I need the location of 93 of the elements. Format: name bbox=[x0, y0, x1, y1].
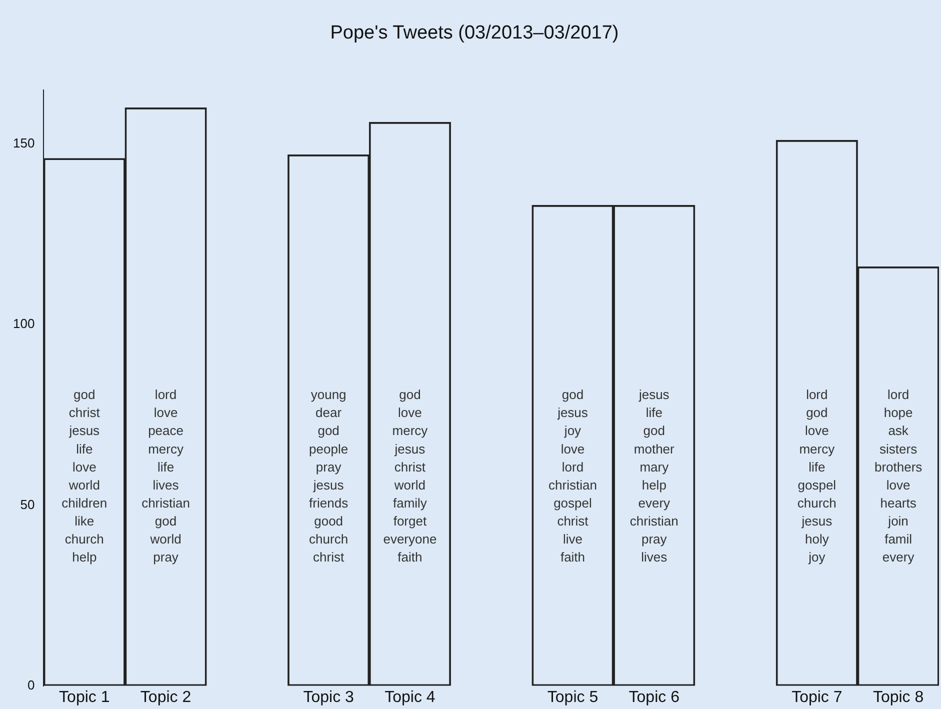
annotation: mary bbox=[640, 459, 670, 474]
annotation: jesus bbox=[394, 441, 426, 456]
annotation: love bbox=[72, 459, 96, 474]
annotation: church bbox=[309, 532, 348, 547]
annotation: help bbox=[72, 550, 97, 565]
annotation: christian bbox=[548, 477, 597, 492]
annotation: good bbox=[314, 514, 344, 529]
annotation: lives bbox=[152, 477, 180, 492]
annotation: famil bbox=[884, 532, 912, 547]
annotation: sisters bbox=[880, 441, 918, 456]
annotation: jesus bbox=[638, 387, 670, 402]
annotation: god bbox=[643, 423, 665, 438]
annotation: love bbox=[398, 405, 422, 420]
annotation: world bbox=[393, 477, 426, 492]
annotation: god bbox=[806, 405, 828, 420]
annotation: forget bbox=[393, 514, 427, 529]
y-tick-label: 0 bbox=[27, 677, 35, 692]
annotation: pray bbox=[641, 532, 668, 547]
annotation: jesus bbox=[312, 477, 344, 492]
annotation: young bbox=[310, 387, 346, 402]
annotation: live bbox=[562, 532, 582, 547]
annotation: everyone bbox=[383, 532, 437, 547]
annotation: god bbox=[399, 387, 421, 402]
annotation: gospel bbox=[554, 495, 592, 510]
annotation: love bbox=[560, 441, 585, 456]
annotation: love bbox=[154, 405, 178, 420]
annotation: pray bbox=[153, 550, 179, 565]
annotation: join bbox=[887, 514, 908, 529]
x-tick-label: Topic 6 bbox=[628, 688, 680, 706]
annotation: christian bbox=[142, 495, 190, 510]
annotation: gospel bbox=[798, 477, 836, 492]
annotation: help bbox=[642, 477, 666, 492]
annotation: world bbox=[149, 532, 182, 547]
annotation: christian bbox=[630, 514, 678, 529]
annotation: life bbox=[646, 405, 662, 420]
annotation: church bbox=[64, 532, 104, 547]
annotation: dear bbox=[316, 405, 342, 420]
annotation: mercy bbox=[392, 423, 428, 438]
annotation: life bbox=[808, 459, 826, 474]
annotation: every bbox=[882, 550, 915, 565]
annotation: peace bbox=[148, 423, 184, 438]
annotation: every bbox=[638, 495, 671, 510]
y-tick-label: 150 bbox=[12, 136, 35, 151]
annotation: jesus bbox=[800, 514, 833, 529]
annotation: jesus bbox=[68, 423, 100, 438]
x-tick-label: Topic 7 bbox=[792, 688, 842, 706]
annotation: holy bbox=[804, 532, 830, 547]
annotation: mother bbox=[634, 441, 676, 456]
annotation: hope bbox=[884, 405, 913, 420]
annotation: friends bbox=[309, 495, 349, 510]
annotation: joy bbox=[808, 550, 826, 565]
annotation: christ bbox=[557, 514, 589, 529]
x-tick-label: Topic 1 bbox=[59, 688, 110, 706]
annotation: lord bbox=[806, 387, 828, 402]
x-tick-label: Topic 3 bbox=[303, 688, 354, 706]
annotation: faith bbox=[398, 550, 422, 565]
annotation: world bbox=[68, 477, 100, 492]
x-tick-label: Topic 5 bbox=[547, 688, 598, 706]
annotation: lord bbox=[154, 387, 177, 402]
annotation: ask bbox=[888, 423, 909, 438]
annotation: love bbox=[886, 477, 910, 492]
annotation: christ bbox=[394, 459, 426, 474]
annotation: children bbox=[62, 495, 108, 510]
annotation: life bbox=[157, 459, 174, 474]
annotation: hearts bbox=[880, 495, 917, 510]
annotation: lord bbox=[887, 387, 910, 402]
y-tick-label: 100 bbox=[12, 316, 35, 332]
annotation: lives bbox=[641, 550, 668, 565]
x-tick-label: Topic 4 bbox=[384, 688, 436, 706]
annotation: pray bbox=[316, 459, 342, 474]
chart-title: Pope's Tweets (03/2013–03/2017) bbox=[330, 22, 619, 44]
annotation: mercy bbox=[148, 441, 184, 456]
y-tick-label: 50 bbox=[20, 496, 35, 512]
annotation: brothers bbox=[874, 459, 923, 474]
annotation: god bbox=[154, 514, 177, 529]
annotation: christ bbox=[68, 405, 100, 420]
annotation: family bbox=[392, 495, 428, 510]
annotation: life bbox=[76, 441, 93, 456]
annotation: joy bbox=[563, 423, 582, 438]
annotation: faith bbox=[560, 550, 586, 565]
annotation: jesus bbox=[556, 405, 588, 420]
annotation: christ bbox=[313, 550, 344, 565]
annotation: lord bbox=[562, 459, 584, 474]
annotation: god bbox=[562, 387, 584, 402]
x-tick-label: Topic 8 bbox=[872, 688, 924, 706]
annotation: church bbox=[797, 495, 836, 510]
annotation: mercy bbox=[799, 441, 836, 456]
x-tick-label: Topic 2 bbox=[140, 688, 192, 706]
annotation: god bbox=[318, 423, 340, 438]
annotation: like bbox=[74, 514, 94, 529]
annotation: god bbox=[74, 387, 96, 402]
annotation: people bbox=[309, 441, 348, 456]
annotation: love bbox=[804, 423, 829, 438]
